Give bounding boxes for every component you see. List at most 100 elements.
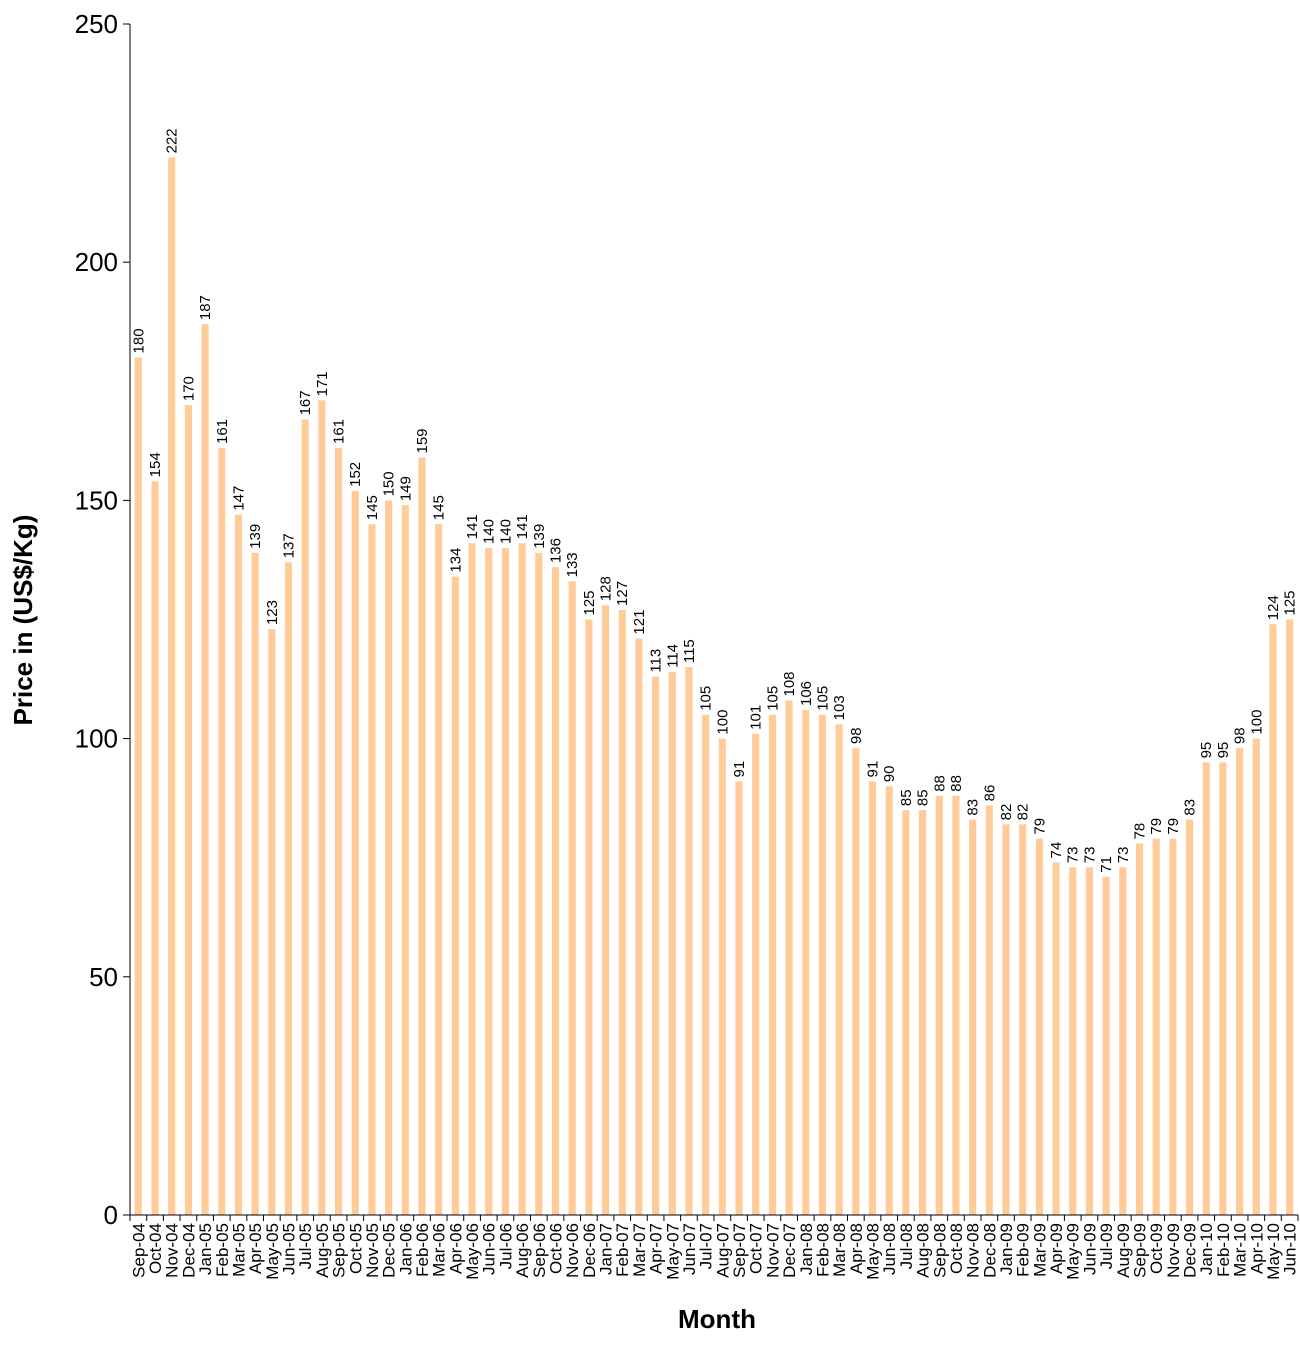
bar-value-label: 73 [1081,847,1098,864]
x-tick-label: Nov-06 [563,1223,582,1278]
x-tick-label: Nov-09 [1164,1223,1183,1278]
bar-value-label: 71 [1098,856,1115,873]
bar-value-label: 222 [164,128,181,153]
x-tick-label: Jan-07 [597,1223,616,1275]
bar-value-label: 159 [414,428,431,453]
bar-value-label: 105 [698,686,715,711]
bar-value-label: 123 [264,600,281,625]
bar-value-label: 140 [497,519,514,544]
bar-value-label: 79 [1148,818,1165,835]
bar-Apr-08 [852,748,860,1215]
x-tick-label: Feb-06 [413,1223,432,1277]
bar-Sep-09 [1135,843,1144,1215]
bar-Sep-05 [334,448,343,1215]
x-tick-label: Aug-08 [914,1223,933,1278]
bar-value-label: 73 [1065,847,1082,864]
bar-Feb-08 [818,714,827,1215]
x-tick-label: Aug-07 [713,1223,732,1278]
bar-value-label: 101 [748,705,765,730]
bar-Nov-08 [969,819,977,1215]
bar-Mar-07 [635,638,643,1215]
x-tick-label: Jan-05 [196,1223,215,1275]
x-tick-label: Apr-07 [647,1223,666,1274]
bar-value-label: 125 [581,590,598,615]
x-tick-label: Mar-10 [1231,1223,1250,1277]
x-tick-label: Nov-08 [964,1223,983,1278]
bar-Dec-04 [184,405,192,1215]
bar-Oct-06 [551,567,560,1215]
bar-value-label: 73 [1115,847,1132,864]
bar-value-label: 106 [798,681,815,706]
bar-Jun-07 [685,667,693,1215]
bar-value-label: 108 [781,671,798,696]
x-tick-label: Apr-06 [446,1223,465,1274]
plot-area: 1801542221701871611471391231371671711611… [130,128,1299,1216]
x-tick-label: Jul-07 [697,1223,716,1269]
x-axis: Sep-04Oct-04Nov-04Dec-04Jan-05Feb-05Mar-… [129,1214,1300,1280]
bar-Jan-09 [1002,824,1010,1215]
x-tick-label: Dec-05 [380,1223,399,1278]
bar-Oct-05 [351,490,359,1215]
bar-value-label: 180 [130,328,147,353]
x-tick-label: Sep-08 [930,1223,949,1278]
bar-Nov-06 [568,581,576,1215]
y-tick-label: 200 [75,247,118,277]
bar-value-label: 95 [1215,742,1232,759]
bar-value-label: 171 [314,371,331,396]
bar-value-label: 115 [681,639,698,663]
bar-value-label: 136 [547,538,564,563]
bar-Mar-05 [234,514,243,1215]
bar-value-label: 98 [848,727,865,744]
bar-Jan-06 [401,505,409,1215]
bar-value-label: 83 [1182,799,1199,816]
y-tick-label: 100 [75,724,118,754]
x-tick-label: Feb-05 [213,1223,232,1277]
bar-Mar-06 [435,524,443,1215]
bar-Dec-07 [785,700,793,1215]
bar-Mar-08 [835,724,843,1215]
bar-value-label: 150 [381,471,398,496]
bar-value-label: 167 [297,390,314,415]
bar-value-label: 98 [1232,727,1249,744]
bar-Nov-09 [1169,838,1177,1215]
bar-Jan-07 [601,605,610,1215]
bar-value-label: 79 [1165,818,1182,835]
x-tick-label: May-09 [1064,1223,1083,1280]
bar-Jun-05 [284,562,293,1215]
bar-value-label: 91 [731,761,748,778]
bar-Jul-07 [702,714,710,1215]
x-tick-label: Jan-09 [997,1223,1016,1275]
bar-value-label: 105 [764,686,781,711]
bar-Apr-06 [451,576,459,1215]
bar-Dec-06 [585,619,593,1215]
x-tick-label: Jul-05 [296,1223,315,1269]
x-tick-label: Jan-10 [1197,1223,1216,1275]
x-tick-label: Mar-06 [430,1223,449,1277]
bar-value-label: 82 [1015,804,1032,821]
bar-value-label: 90 [881,766,898,783]
bar-Nov-07 [768,714,776,1215]
bar-value-label: 100 [1248,710,1265,735]
x-tick-label: Mar-09 [1030,1223,1049,1277]
x-tick-label: Apr-10 [1247,1223,1266,1274]
bar-Jun-08 [885,786,893,1215]
x-tick-label: May-05 [263,1223,282,1280]
bar-Aug-05 [318,400,326,1215]
x-tick-label: Sep-07 [730,1223,749,1278]
bar-value-label: 83 [965,799,982,816]
bar-value-label: 124 [1265,595,1282,620]
bar-value-label: 187 [197,295,214,320]
bar-value-label: 152 [347,462,364,487]
bar-Feb-09 [1019,824,1027,1215]
x-tick-label: Dec-06 [580,1223,599,1278]
bar-value-label: 78 [1131,823,1148,840]
bar-Apr-05 [251,552,259,1215]
bar-value-label: 85 [915,789,932,806]
x-tick-label: Aug-06 [513,1223,532,1278]
bar-Jul-06 [501,548,510,1215]
bar-value-label: 95 [1198,742,1215,759]
x-tick-label: Aug-05 [313,1223,332,1278]
bar-Aug-08 [918,810,927,1215]
x-tick-label: Mar-08 [830,1223,849,1277]
